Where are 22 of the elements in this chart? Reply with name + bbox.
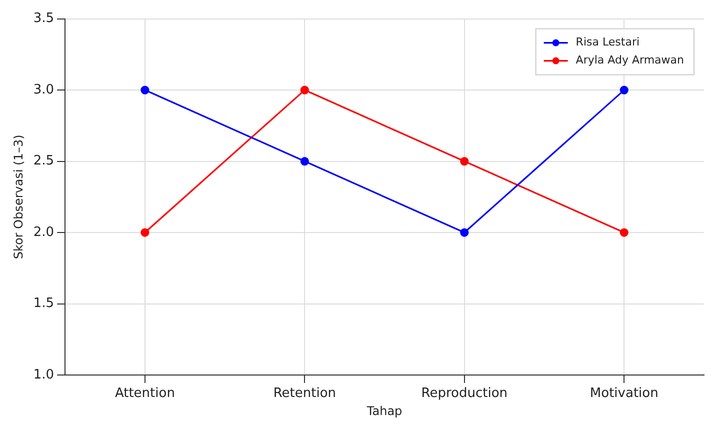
point bbox=[620, 228, 628, 237]
point bbox=[460, 228, 469, 237]
x-axis-title: Tahap bbox=[366, 404, 402, 418]
point bbox=[140, 228, 150, 237]
y-tick-label: 2.5 bbox=[33, 154, 54, 169]
y-tick-label: 3.5 bbox=[33, 11, 54, 26]
y-tick-label: 1.5 bbox=[33, 296, 54, 312]
point bbox=[300, 86, 309, 94]
y-axis-title: Skor Observasi (1–3) bbox=[11, 134, 26, 260]
legend-label: Risa Lestari bbox=[576, 36, 640, 49]
point bbox=[140, 86, 150, 94]
point bbox=[620, 86, 628, 94]
point bbox=[460, 156, 469, 166]
x-tick-label: Retention bbox=[273, 386, 336, 402]
y-tick-label: 3.0 bbox=[33, 82, 54, 98]
x-tick-label: Motivation bbox=[590, 386, 658, 402]
point bbox=[300, 156, 309, 166]
legend-label: Aryla Ady Armawan bbox=[576, 54, 684, 67]
y-tick-label: 2.0 bbox=[33, 224, 54, 240]
x-tick-label: Attention bbox=[114, 386, 175, 402]
y-tick-label: 1.0 bbox=[33, 367, 54, 382]
x-tick-label: Reproduction bbox=[421, 386, 508, 402]
